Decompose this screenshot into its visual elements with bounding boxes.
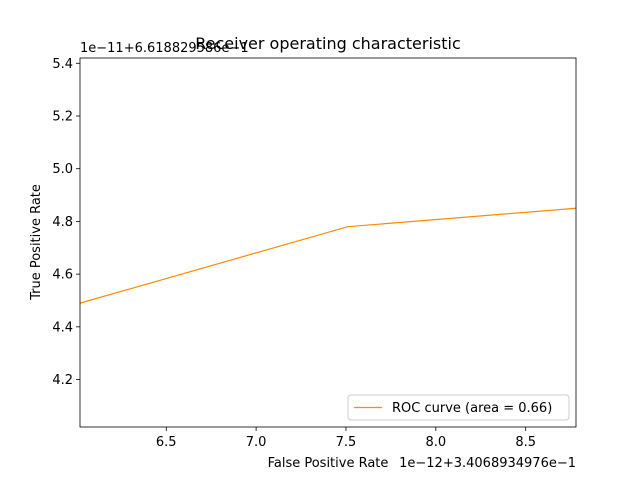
- y-tick-label: 5.0: [52, 162, 73, 177]
- x-tick-label: 7.0: [246, 435, 267, 450]
- y-tick-label: 4.8: [52, 215, 73, 230]
- x-axis-label: False Positive Rate: [268, 456, 389, 471]
- roc-curve-line: [79, 207, 577, 304]
- y-axis-label: True Positive Rate: [29, 184, 44, 301]
- y-tick-label: 5.4: [52, 57, 73, 72]
- x-axis-ticks: 6.5 7.0 7.5 8.0 8.5: [156, 427, 536, 450]
- y-tick-label: 4.2: [52, 373, 73, 388]
- y-tick-label: 4.6: [52, 268, 73, 283]
- legend-entry-label: ROC curve (area = 0.66): [392, 401, 552, 416]
- legend: ROC curve (area = 0.66): [347, 394, 570, 421]
- y-tick-label: 5.2: [52, 109, 73, 124]
- x-tick-label: 8.0: [425, 435, 446, 450]
- series-layer: [79, 207, 577, 304]
- y-axis-ticks: 4.2 4.4 4.6 4.8 5.0 5.2 5.4: [52, 57, 80, 388]
- y-axis-offset-label: 1e−11+6.618829586e−1: [80, 41, 249, 56]
- axes-frame: [79, 57, 577, 428]
- x-tick-label: 8.5: [515, 435, 536, 450]
- chart-title: Receiver operating characteristic: [195, 34, 461, 53]
- x-axis-offset-label: 1e−12+3.4068934976e−1: [399, 456, 576, 471]
- legend-box: [347, 394, 570, 421]
- plot-area: [79, 57, 577, 428]
- x-tick-label: 6.5: [156, 435, 177, 450]
- y-tick-label: 4.4: [52, 320, 73, 335]
- x-tick-label: 7.5: [336, 435, 357, 450]
